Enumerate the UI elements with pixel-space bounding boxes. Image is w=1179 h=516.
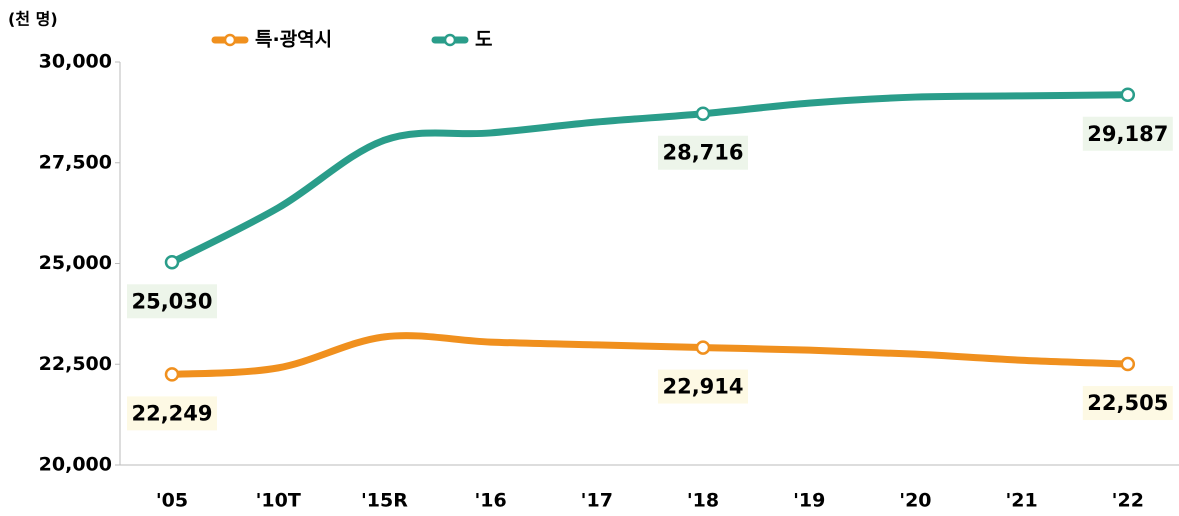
label-bg xyxy=(1082,116,1173,151)
data-label: 25,030 xyxy=(131,289,212,313)
x-tick-label: '15R xyxy=(361,490,408,512)
legend-marker xyxy=(443,33,457,47)
label-bg xyxy=(127,396,217,431)
y-tick-label: 22,500 xyxy=(39,353,112,375)
y-tick-label: 27,500 xyxy=(39,151,112,173)
legend-marker xyxy=(223,33,237,47)
legend-label: 특·광역시 xyxy=(255,29,332,51)
x-tick-label: '17 xyxy=(581,490,613,512)
x-tick-label: '21 xyxy=(1005,490,1037,512)
x-tick-label: '20 xyxy=(899,490,931,512)
label-bg xyxy=(658,135,748,170)
series-line xyxy=(168,91,1132,266)
data-label: 29,187 xyxy=(1087,122,1168,146)
data-label: 22,505 xyxy=(1087,391,1168,415)
y-tick-label: 20,000 xyxy=(39,454,112,476)
label-bg xyxy=(1082,386,1173,421)
x-tick-label: '19 xyxy=(793,490,825,512)
data-label: 22,914 xyxy=(662,375,743,399)
series-line xyxy=(168,332,1132,378)
x-tick-label: '22 xyxy=(1112,490,1144,512)
y-tick-label: 25,000 xyxy=(39,252,112,274)
point-marker xyxy=(695,340,711,355)
unit-label: (천 명) xyxy=(8,10,58,29)
point-marker xyxy=(695,106,711,121)
data-label: 22,249 xyxy=(131,401,212,425)
y-tick-label: 30,000 xyxy=(39,51,112,73)
label-bg xyxy=(127,284,217,319)
point-marker xyxy=(1120,356,1136,372)
x-tick-label: '05 xyxy=(156,490,188,512)
point-marker xyxy=(164,255,180,270)
data-label: 28,716 xyxy=(662,141,743,165)
label-bg xyxy=(658,369,748,404)
legend-label: 도 xyxy=(475,29,492,51)
x-tick-label: '10T xyxy=(256,490,301,512)
point-marker xyxy=(1120,87,1136,103)
x-tick-label: '18 xyxy=(687,490,719,512)
point-marker xyxy=(164,367,180,382)
x-tick-label: '16 xyxy=(474,490,506,512)
